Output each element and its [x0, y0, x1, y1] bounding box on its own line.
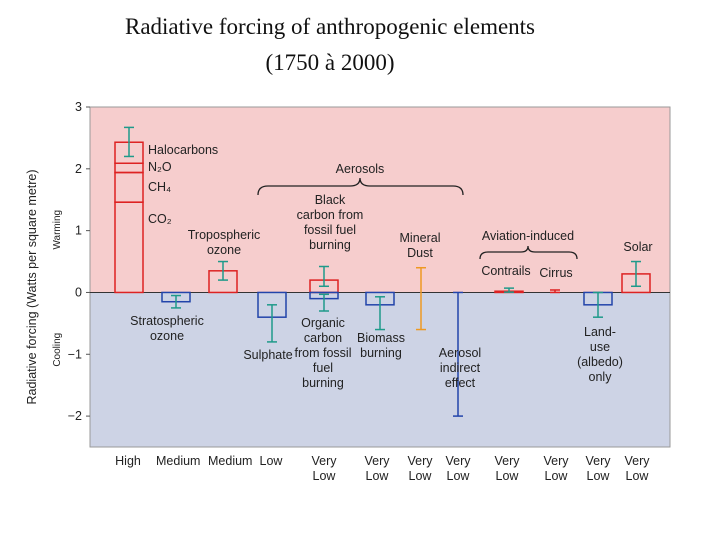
forcing-label: Sulphate: [243, 348, 293, 362]
y-tick-label: 0: [75, 285, 82, 299]
greenhouse-label: N₂O: [148, 160, 172, 174]
forcing-label: Solar: [623, 240, 653, 254]
confidence-label: Low: [259, 454, 283, 468]
confidence-label: Very Low: [407, 454, 433, 483]
y-tick-label: 1: [75, 224, 82, 238]
confidence-label: Very Low: [364, 454, 390, 483]
forcing-label: Tropospheric ozone: [187, 228, 261, 257]
forcing-label: Organic carbon from fossil fuel burning: [294, 316, 352, 390]
greenhouse-label: CH₄: [148, 180, 172, 194]
forcing-label: Land-use (albedo) only: [577, 325, 623, 384]
forcing-label: Aerosol indirect effect: [438, 346, 482, 390]
y-tick-label: −1: [68, 347, 82, 361]
plot-frame: [89, 106, 671, 448]
cooling-label: Cooling: [52, 333, 63, 367]
forcing-label: Contrails: [481, 264, 531, 278]
confidence-label: High: [115, 454, 141, 468]
forcing-label: Black carbon from fossil fuel burning: [296, 193, 364, 252]
confidence-label: Very Low: [445, 454, 471, 483]
group-label: Aerosols: [335, 162, 385, 176]
group-brace: [479, 245, 578, 260]
forcing-label: Biomass burning: [357, 331, 405, 360]
y-tick-label: 2: [75, 162, 82, 176]
warming-label: Warming: [52, 210, 63, 250]
y-tick-label: −2: [68, 409, 82, 423]
y-tick-label: 3: [75, 100, 82, 114]
warming-region: [90, 107, 670, 293]
chart-title: Radiative forcing of anthropogenic eleme…: [124, 14, 536, 39]
forcing-label: Stratospheric ozone: [130, 314, 204, 343]
group-label: Aviation-induced: [481, 229, 575, 243]
confidence-label: Very Low: [543, 454, 569, 483]
confidence-label: Very Low: [494, 454, 520, 483]
confidence-label: Medium: [208, 454, 253, 468]
group-brace: [257, 177, 464, 196]
confidence-label: Very Low: [624, 454, 650, 483]
forcing-label: Mineral Dust: [399, 231, 441, 260]
confidence-label: Very Low: [311, 454, 337, 483]
greenhouse-label: CO₂: [148, 212, 172, 226]
chart-subtitle: (1750 à 2000): [265, 50, 395, 75]
greenhouse-label: Halocarbons: [148, 143, 219, 157]
confidence-label: Medium: [156, 454, 201, 468]
y-axis-label: Radiative forcing (Watts per square metr…: [25, 169, 39, 404]
forcing-label: Cirrus: [539, 266, 573, 280]
confidence-label: Very Low: [585, 454, 611, 483]
